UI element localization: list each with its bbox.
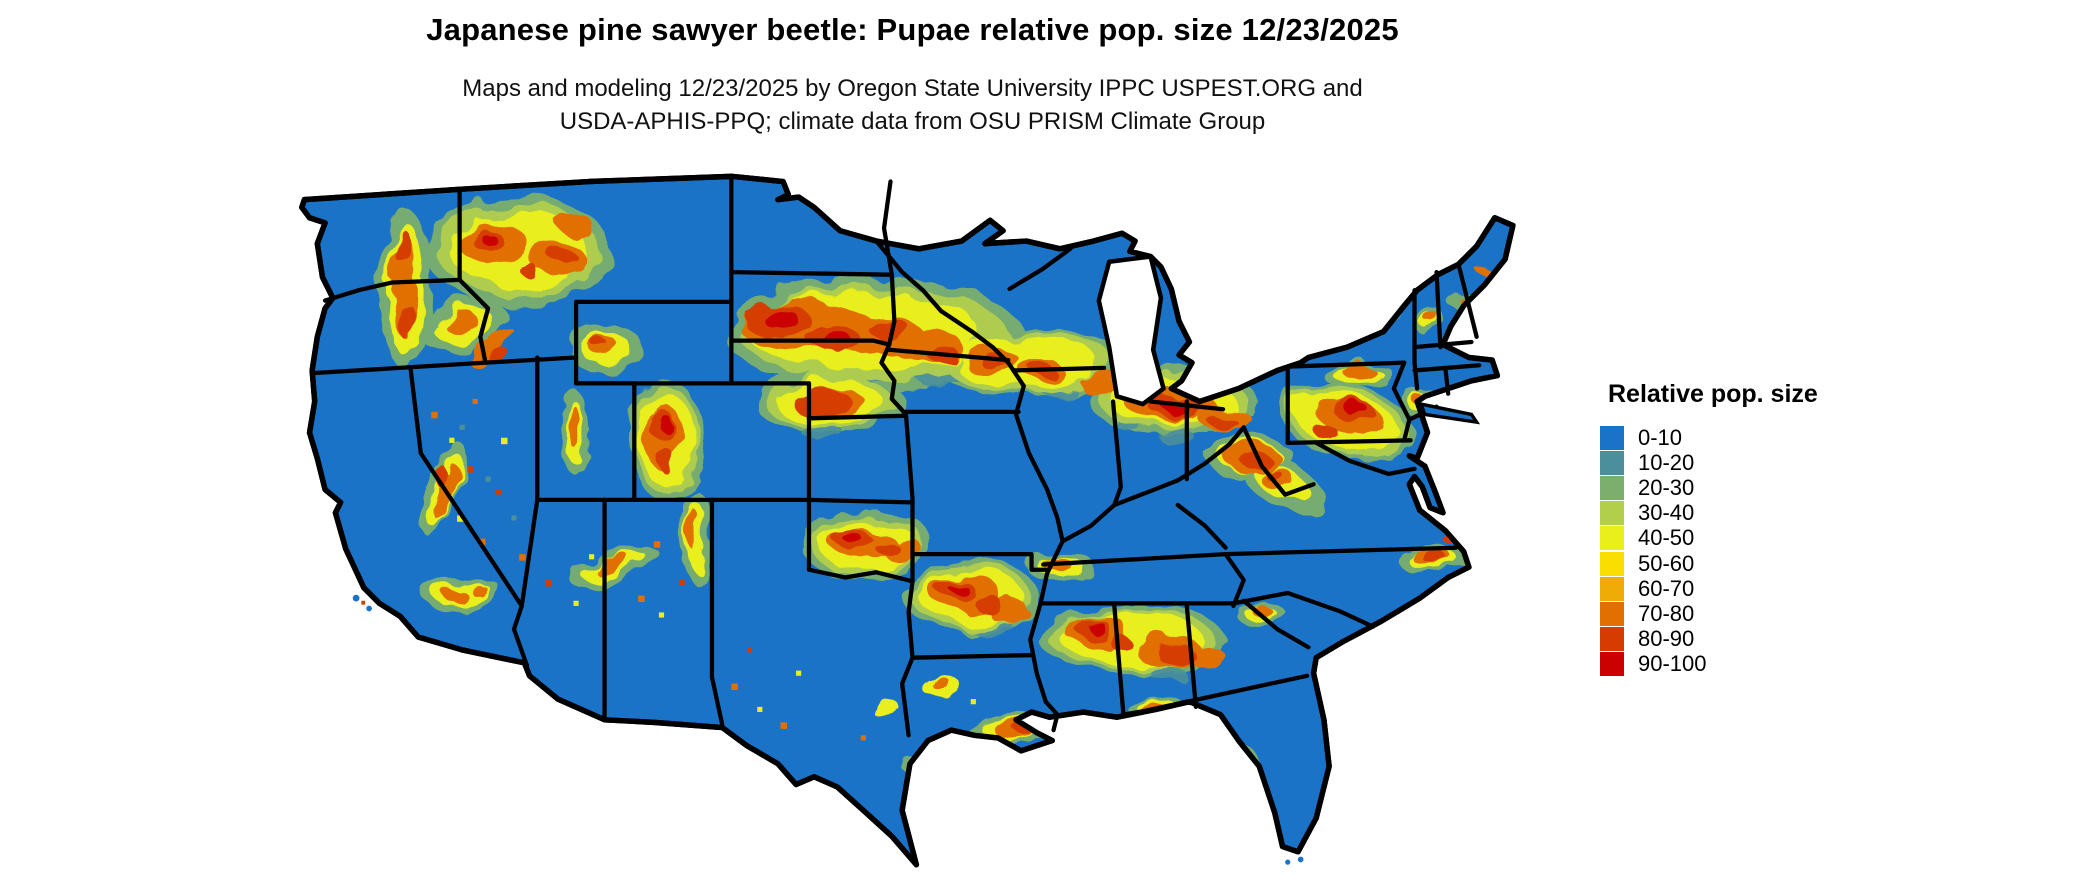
legend-label: 30-40	[1638, 500, 1695, 526]
coastal-islands	[352, 594, 1304, 865]
subtitle-line-1: Maps and modeling 12/23/2025 by Oregon S…	[462, 75, 1363, 102]
legend-item: 0-10	[1600, 425, 1818, 450]
legend-label: 10-20	[1638, 449, 1695, 475]
page-subtitle: Maps and modeling 12/23/2025 by Oregon S…	[265, 72, 1560, 138]
legend-label: 40-50	[1638, 525, 1695, 551]
legend-item: 70-80	[1600, 601, 1818, 626]
legend-item: 90-100	[1600, 651, 1818, 677]
legend-swatch	[1600, 627, 1624, 652]
legend-swatch	[1600, 501, 1624, 526]
us-choropleth-map	[265, 166, 1560, 888]
legend-label: 0-10	[1638, 424, 1683, 450]
legend-item: 50-60	[1600, 551, 1818, 576]
legend-swatch	[1600, 475, 1624, 500]
subtitle-line-2: USDA-APHIS-PPQ; climate data from OSU PR…	[559, 108, 1266, 135]
map-legend: Relative pop. size 0-10 10-20 20-30 30-40 40…	[1600, 380, 1818, 677]
legend-item: 30-40	[1600, 500, 1818, 526]
legend-items: 0-10 10-20 20-30 30-40 40-50 50-60 60-70 70-80 8…	[1600, 425, 1818, 677]
long-island	[1418, 401, 1481, 425]
legend-label: 20-30	[1638, 474, 1695, 500]
legend-title: Relative pop. size	[1608, 380, 1818, 408]
speckle-texture	[431, 398, 976, 806]
legend-swatch	[1600, 576, 1624, 601]
legend-item: 20-30	[1600, 475, 1818, 500]
legend-item: 60-70	[1600, 576, 1818, 601]
legend-swatch	[1600, 652, 1624, 677]
legend-label: 90-100	[1638, 651, 1707, 677]
legend-swatch	[1600, 425, 1624, 450]
page-title: Japanese pine sawyer beetle: Pupae relat…	[426, 12, 1399, 47]
us-map-svg	[299, 173, 1516, 868]
legend-label: 60-70	[1638, 575, 1695, 601]
legend-swatch	[1600, 601, 1624, 626]
legend-swatch	[1600, 450, 1624, 475]
map-header: Japanese pine sawyer beetle: Pupae relat…	[265, 12, 1560, 138]
us-outline	[299, 173, 1516, 868]
state-borders	[312, 176, 1482, 738]
legend-swatch	[1600, 551, 1624, 576]
legend-label: 70-80	[1638, 600, 1695, 626]
legend-item: 80-90	[1600, 626, 1818, 652]
legend-swatch	[1600, 526, 1624, 551]
lake-michigan	[1096, 254, 1166, 407]
legend-item: 40-50	[1600, 525, 1818, 551]
legend-label: 50-60	[1638, 550, 1695, 576]
legend-label: 80-90	[1638, 626, 1695, 652]
legend-item: 10-20	[1600, 450, 1818, 475]
